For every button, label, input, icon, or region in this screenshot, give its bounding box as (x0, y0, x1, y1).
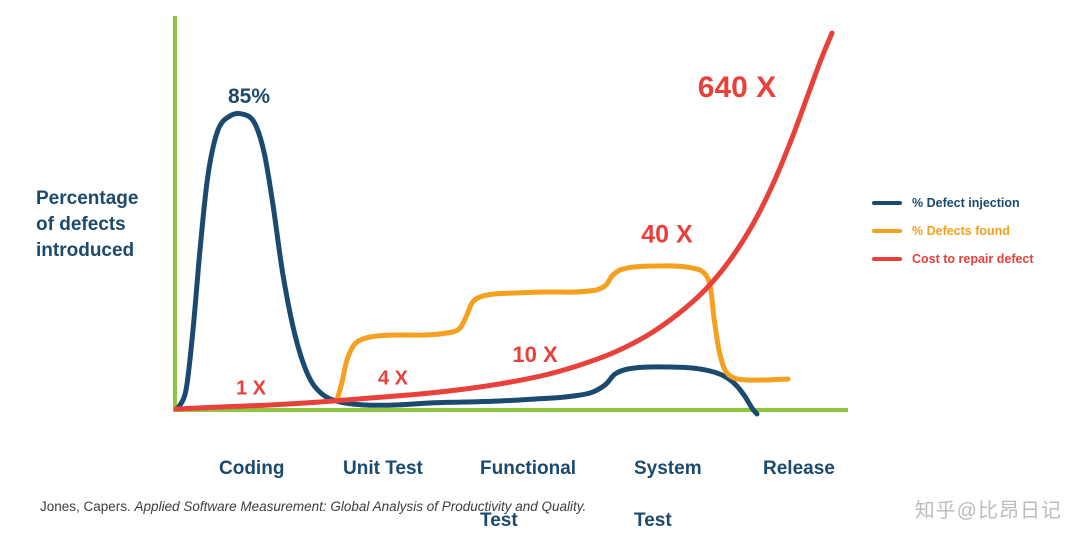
legend-dash-red-icon (872, 257, 902, 261)
annotation-defect-injection-peak: 85% (227, 85, 271, 108)
annotation-cost-1x: 1 X (235, 377, 267, 400)
citation: Jones, Capers. Applied Software Measurem… (40, 499, 586, 514)
annotation-cost-640x: 640 X (697, 71, 777, 104)
y-axis-label-line1: Percentage (36, 188, 139, 209)
x-axis-label-coding: Coding (219, 458, 285, 479)
citation-author: Jones, Capers. (40, 499, 135, 514)
legend-dash-orange-icon (872, 229, 902, 233)
legend-label-defect-injection: % Defect injection (912, 196, 1020, 210)
annotation-cost-40x: 40 X (641, 220, 693, 249)
annotation-cost-10x: 10 X (512, 342, 558, 367)
legend-item-defect-injection: % Defect injection (872, 196, 1034, 210)
x-axis-label-unit-test: Unit Test (343, 458, 423, 479)
x-axis-label-system-test: System Test (634, 458, 702, 531)
x-axis-label-functional-test: Functional Test (480, 458, 577, 531)
legend: % Defect injection % Defects found Cost … (872, 196, 1034, 280)
x-axis-label-release: Release (763, 458, 835, 479)
watermark: 知乎@比昂日记 (914, 500, 1062, 522)
annotation-cost-4x: 4 X (377, 367, 409, 390)
y-axis-label: Percentage of defects introduced (36, 186, 138, 264)
legend-item-defects-found: % Defects found (872, 224, 1034, 238)
y-axis-label-line2: of defects (36, 214, 126, 235)
legend-item-cost-to-repair: Cost to repair defect (872, 252, 1034, 266)
legend-dash-blue-icon (872, 201, 902, 205)
y-axis-label-line3: introduced (36, 240, 135, 261)
citation-work-title: Applied Software Measurement: Global Ana… (134, 499, 587, 514)
legend-label-defects-found: % Defects found (912, 224, 1010, 238)
legend-label-cost-to-repair: Cost to repair defect (912, 252, 1034, 266)
